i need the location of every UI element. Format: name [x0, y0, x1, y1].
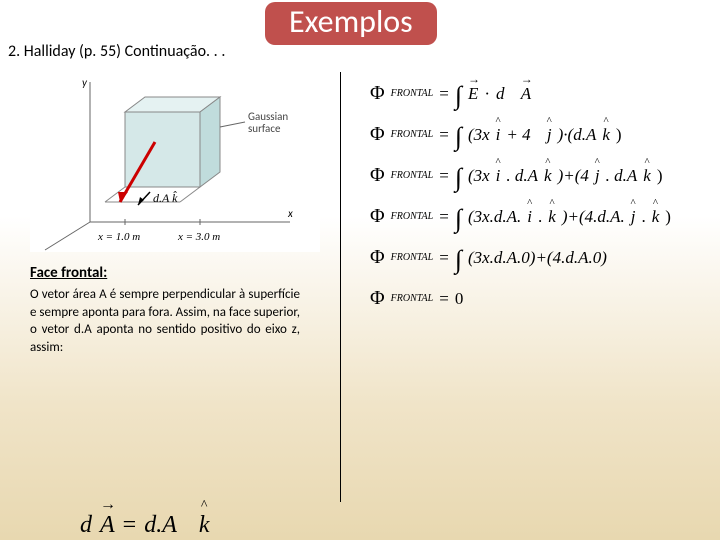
equation-4: ΦFRONTAL = ∫ (3x.d.A.i .k )+(4.d.A.j .k)	[370, 205, 710, 228]
y-axis-label: y	[82, 76, 88, 89]
svg-text:surface: surface	[248, 122, 281, 135]
x-axis-label: x	[287, 207, 293, 220]
x-left-label: x = 1.0 m	[97, 231, 140, 243]
equation-6: ΦFRONTAL = 0	[370, 287, 710, 310]
svg-text:d.A k̂: d.A k̂	[153, 191, 178, 205]
face-heading: Face frontal:	[30, 264, 330, 282]
x-right-label: x = 3.0 m	[177, 231, 220, 243]
left-column: x y d.A k̂ Gaussian surface x = 1.0 m	[30, 72, 330, 356]
column-divider	[340, 72, 341, 502]
equations-column: ΦFRONTAL = ∫ E · d A ΦFRONTAL = ∫ (3xi +…	[370, 82, 710, 328]
equation-1: ΦFRONTAL = ∫ E · d A	[370, 82, 710, 105]
bottom-equation: dA = d.A k	[80, 512, 210, 539]
body-paragraph: O vetor área A é sempre perpendicular à …	[30, 286, 300, 356]
problem-subtitle: 2. Halliday (p. 55) Continuação. . .	[8, 42, 225, 61]
cube-diagram: x y d.A k̂ Gaussian surface x = 1.0 m	[30, 72, 320, 252]
equation-2: ΦFRONTAL = ∫ (3xi + 4 j )·(d.Ak)	[370, 123, 710, 146]
equation-5: ΦFRONTAL = ∫ (3x.d.A.0)+(4.d.A.0)	[370, 246, 710, 269]
title-badge: Exemplos	[265, 2, 437, 45]
equation-3: ΦFRONTAL = ∫ (3xi . d.Ak )+(4j . d.Ak)	[370, 164, 710, 187]
